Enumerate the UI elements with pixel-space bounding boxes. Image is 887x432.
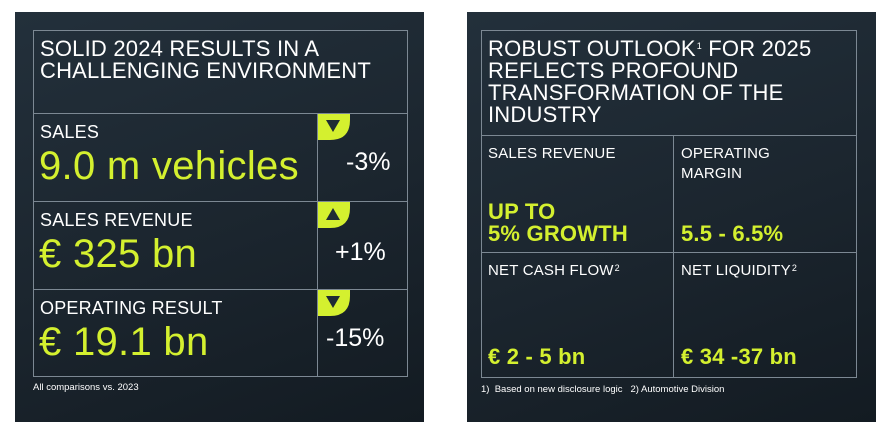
divider (481, 252, 857, 253)
divider (673, 135, 674, 378)
outlook-footnote: 1) Based on new disclosure logic 2) Auto… (481, 384, 725, 395)
sales-revenue-outlook-line-1: UP TO (488, 199, 556, 224)
outlook-title-line-3: TRANSFORMATION OF THE (488, 80, 784, 105)
sales-value: 9.0 m vehicles (39, 144, 299, 188)
net-liquidity-value: € 34 -37 bn (681, 344, 797, 369)
title-text: ROBUST OUTLOOK (488, 36, 696, 61)
operating-result-value: € 19.1 bn (39, 320, 209, 364)
operating-result-change: -15% (326, 324, 385, 352)
arrow-down-icon (318, 290, 350, 316)
comparison-footnote: All comparisons vs. 2023 (33, 382, 139, 393)
arrow-up-icon (318, 202, 350, 228)
footnote-marker: 1 (696, 41, 702, 51)
divider (33, 289, 408, 290)
sales-revenue-label: SALES REVENUE (40, 210, 193, 230)
panel-title-line-2: CHALLENGING ENVIRONMENT (40, 58, 371, 83)
footnote-marker: 2 (614, 263, 620, 273)
net-cash-flow-value: € 2 - 5 bn (488, 344, 586, 369)
operating-margin-label-line-1: OPERATING (681, 145, 771, 162)
divider (33, 113, 408, 114)
divider (33, 201, 408, 202)
sales-label: SALES (40, 122, 100, 142)
outlook-frame (481, 30, 857, 378)
sales-change: -3% (346, 148, 391, 176)
operating-result-label: OPERATING RESULT (40, 298, 223, 318)
arrow-down-icon (318, 114, 350, 140)
sales-revenue-label: SALES REVENUE (488, 145, 616, 162)
footnote-marker: 2 (791, 263, 798, 273)
operating-margin-value: 5.5 - 6.5% (681, 221, 784, 246)
label-text: NET CASH FLOW (488, 262, 614, 279)
outlook-title-line-2: REFLECTS PROFOUND (488, 58, 739, 83)
results-frame (33, 30, 408, 377)
net-cash-flow-label: NET CASH FLOW2 (488, 260, 620, 281)
title-text: FOR 2025 (701, 36, 812, 61)
divider (317, 113, 318, 377)
operating-margin-label-line-2: MARGIN (681, 165, 743, 182)
results-2024-panel: SOLID 2024 RESULTS IN A CHALLENGING ENVI… (15, 12, 424, 422)
outlook-2025-panel: ROBUST OUTLOOK1 FOR 2025 REFLECTS PROFOU… (467, 12, 876, 422)
outlook-title-line-4: INDUSTRY (488, 102, 602, 127)
sales-revenue-change: +1% (335, 238, 386, 266)
divider (481, 135, 857, 136)
label-text: NET LIQUIDITY (681, 262, 791, 279)
sales-revenue-value: € 325 bn (39, 232, 198, 276)
sales-revenue-outlook-line-2: 5% GROWTH (488, 221, 628, 246)
outlook-title-line-1: ROBUST OUTLOOK1 FOR 2025 (488, 36, 812, 61)
net-liquidity-label: NET LIQUIDITY2 (681, 260, 797, 281)
panel-title-line-1: SOLID 2024 RESULTS IN A (40, 36, 320, 61)
